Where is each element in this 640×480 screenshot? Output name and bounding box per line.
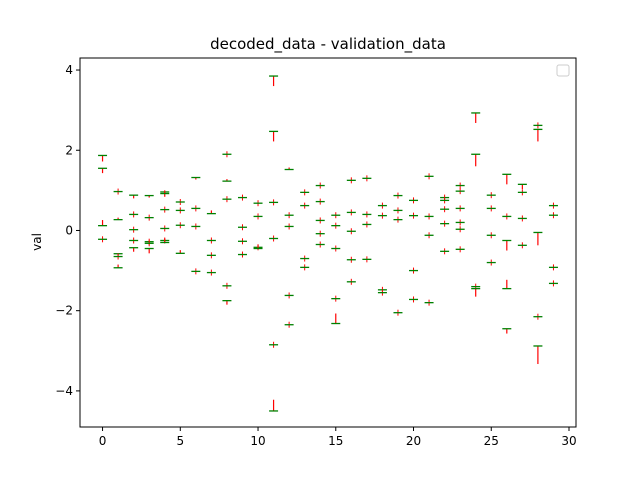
x-axis: 0 5 10 15 20 25 30	[99, 427, 577, 448]
x-tick-label: 20	[406, 434, 421, 448]
plot-frame	[79, 57, 577, 428]
x-tick-label: 30	[561, 434, 576, 448]
y-tick-label: 0	[65, 223, 73, 237]
y-tick-label: −2	[55, 304, 73, 318]
chart-title: decoded_data - validation_data	[210, 35, 446, 54]
x-tick-label: 10	[250, 434, 265, 448]
y-tick-label: 4	[65, 63, 73, 77]
legend-box	[556, 64, 570, 77]
y-tick-label: −4	[55, 384, 73, 398]
x-tick-label: 25	[484, 434, 499, 448]
x-tick-label: 5	[176, 434, 184, 448]
chart-marks	[98, 75, 558, 412]
x-tick-label: 0	[99, 434, 107, 448]
x-tick-label: 15	[328, 434, 343, 448]
y-tick-label: 2	[65, 143, 73, 157]
y-axis-label: val	[30, 233, 44, 251]
y-axis: −4 −2 0 2 4	[55, 63, 80, 398]
